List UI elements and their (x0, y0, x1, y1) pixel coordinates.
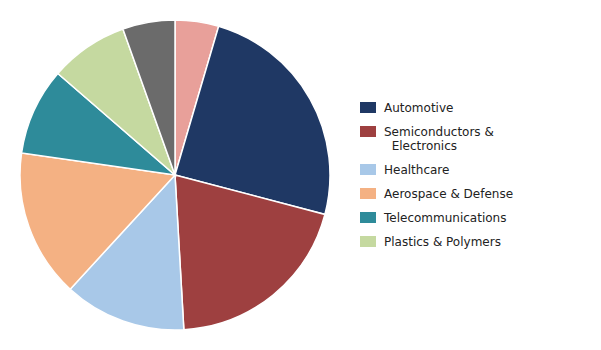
legend-label-line: Plastics & Polymers (384, 235, 501, 249)
legend-item: Plastics & Polymers (360, 235, 501, 249)
legend-swatch (360, 212, 376, 223)
legend-swatch (360, 164, 376, 175)
legend-item: Healthcare (360, 163, 449, 177)
legend-label-line: Aerospace & Defense (384, 187, 513, 201)
pie (20, 20, 330, 330)
legend-label: Semiconductors & Electronics (384, 125, 494, 153)
legend-item: Aerospace & Defense (360, 187, 513, 201)
legend-swatch (360, 126, 376, 137)
legend-label-line: Electronics (384, 139, 457, 153)
legend-label-line: Healthcare (384, 163, 449, 177)
legend-label: Plastics & Polymers (384, 235, 501, 249)
legend-item: Automotive (360, 101, 453, 115)
legend-label-line: Automotive (384, 101, 453, 115)
legend-swatch (360, 236, 376, 247)
legend-label: Telecommunications (383, 211, 506, 225)
legend-label-line: Telecommunications (383, 211, 506, 225)
legend-label: Automotive (384, 101, 453, 115)
legend-swatch (360, 188, 376, 199)
pie-slice (123, 20, 175, 175)
chart-container: Automotive Semiconductors & Electronics He… (0, 0, 601, 350)
pie-slice (20, 153, 175, 289)
legend-swatch (360, 102, 376, 113)
legend-item: Telecommunications (360, 211, 506, 225)
chart: Automotive Semiconductors & Electronics He… (0, 0, 601, 350)
legend-label-line: Semiconductors & (384, 125, 494, 139)
pie-slice (175, 175, 325, 330)
legend-label: Healthcare (384, 163, 449, 177)
legend: Automotive Semiconductors & Electronics He… (360, 101, 513, 249)
legend-label: Aerospace & Defense (384, 187, 513, 201)
legend-item: Semiconductors & Electronics (360, 125, 494, 153)
